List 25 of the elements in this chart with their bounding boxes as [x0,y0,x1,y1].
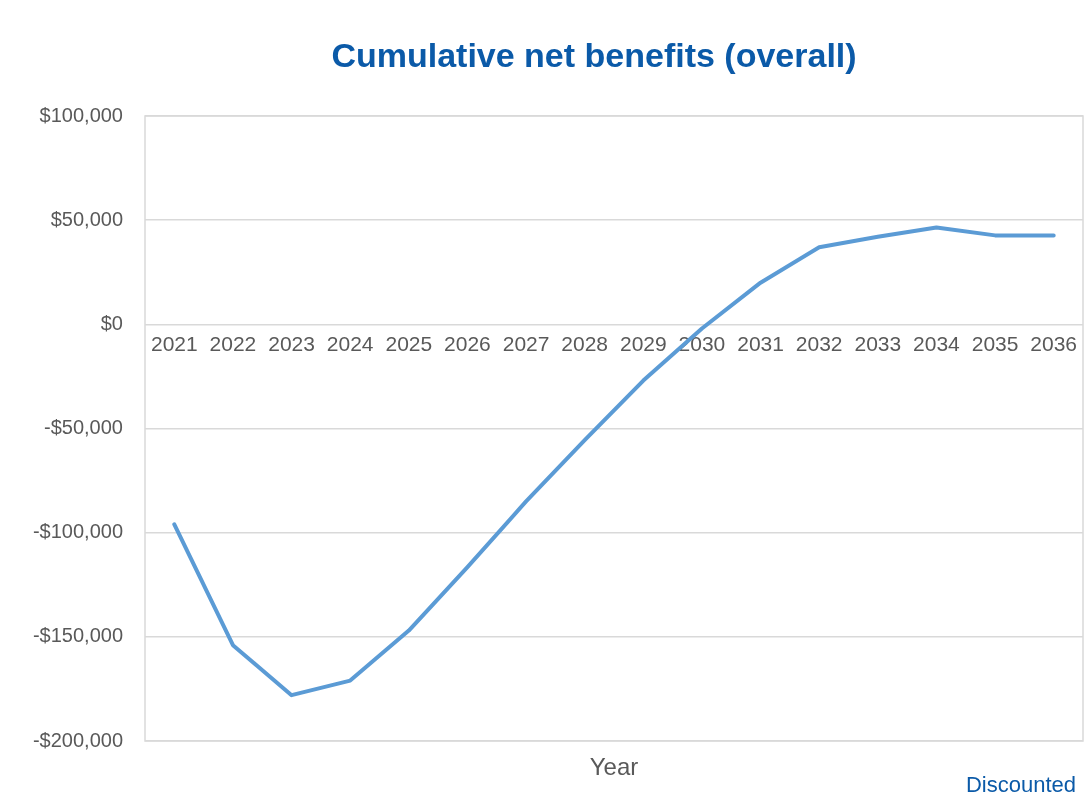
chart-title: Cumulative net benefits (overall) [331,36,857,75]
x-axis-title: Year [589,752,639,780]
x-tick-label: 2023 [268,331,315,355]
x-tick-label: 2034 [913,331,961,355]
x-tick-label: 2029 [619,331,667,355]
x-tick-label: 2026 [444,331,491,355]
x-tick-label: 2028 [561,331,609,355]
y-tick-label: -$150,000 [32,624,123,647]
x-tick-label: 2025 [385,331,433,355]
x-tick-label: 2032 [795,331,843,355]
x-tick-label: 2027 [502,331,550,355]
x-tick-label: 2024 [326,331,374,355]
x-tick-label: 2033 [854,331,902,355]
x-tick-label: 2031 [737,331,784,355]
x-tick-label: 2036 [1030,331,1078,355]
y-tick-label: $100,000 [39,103,123,126]
y-tick-label: $0 [100,311,123,334]
y-tick-label: $50,000 [50,207,123,230]
x-tick-label: 2021 [150,331,198,355]
x-tick-label: 2022 [209,331,257,355]
y-tick-label: -$200,000 [32,728,123,751]
x-tick-label: 2035 [971,331,1019,355]
y-tick-label: -$50,000 [44,416,123,439]
text: Discounted [965,772,1076,798]
y-tick-label: -$100,000 [32,520,123,543]
